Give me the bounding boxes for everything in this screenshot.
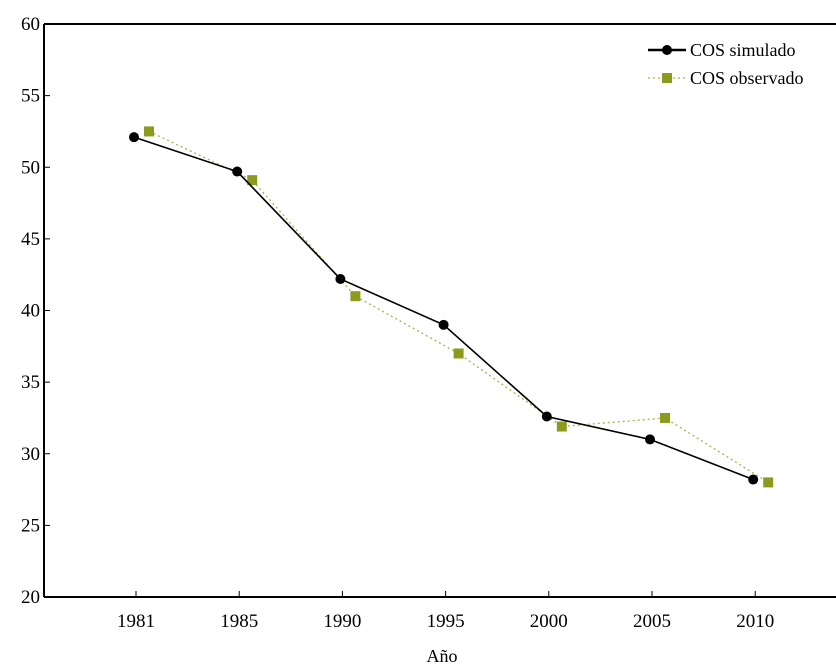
data-point (438, 319, 449, 330)
data-point (129, 132, 139, 143)
y-tick-label: 45 (21, 229, 40, 250)
y-tick-label: 50 (21, 157, 40, 178)
data-point (350, 291, 361, 302)
legend-marker (662, 45, 672, 55)
data-point (453, 348, 464, 359)
x-tick-label: 1981 (117, 611, 155, 632)
legend-item: COS simulado (648, 40, 796, 60)
legend-label: COS observado (690, 68, 804, 88)
y-tick-label: 40 (21, 301, 40, 322)
data-point (763, 477, 774, 488)
x-tick-label: 1990 (323, 611, 361, 632)
legend-label: COS simulado (690, 40, 796, 60)
x-axis-title: Año (427, 646, 458, 666)
data-point (541, 411, 552, 422)
data-point (660, 412, 670, 423)
data-point (335, 273, 346, 284)
y-tick-label: 20 (21, 587, 40, 608)
y-ticks: 20 25 30 35 40 45 50 55 60 (21, 14, 50, 608)
y-tick-label: 25 (21, 515, 40, 536)
data-point (247, 175, 258, 186)
legend-marker (662, 73, 672, 83)
x-tick-label: 1995 (427, 611, 465, 632)
x-tick-label: 1985 (220, 611, 258, 632)
x-tick-label: 2005 (633, 611, 671, 632)
y-tick-label: 55 (21, 86, 40, 107)
x-tick-label: 2000 (530, 611, 568, 632)
legend-item: COS observado (648, 68, 804, 88)
data-point (232, 166, 243, 177)
y-tick-label: 35 (21, 372, 40, 393)
y-tick-label: 30 (21, 444, 40, 465)
y-tick-label: 60 (21, 14, 40, 35)
legend: COS simulado COS observado (648, 40, 804, 88)
series-simulado (129, 132, 759, 485)
x-ticks: 1981 1985 1990 1995 2000 2005 2010 (117, 591, 774, 632)
data-point (748, 474, 759, 485)
data-point (144, 126, 154, 137)
x-tick-label: 2010 (736, 611, 774, 632)
data-point (556, 421, 567, 432)
data-point (645, 434, 655, 445)
series-layer (129, 126, 774, 488)
series-observado (144, 126, 774, 488)
